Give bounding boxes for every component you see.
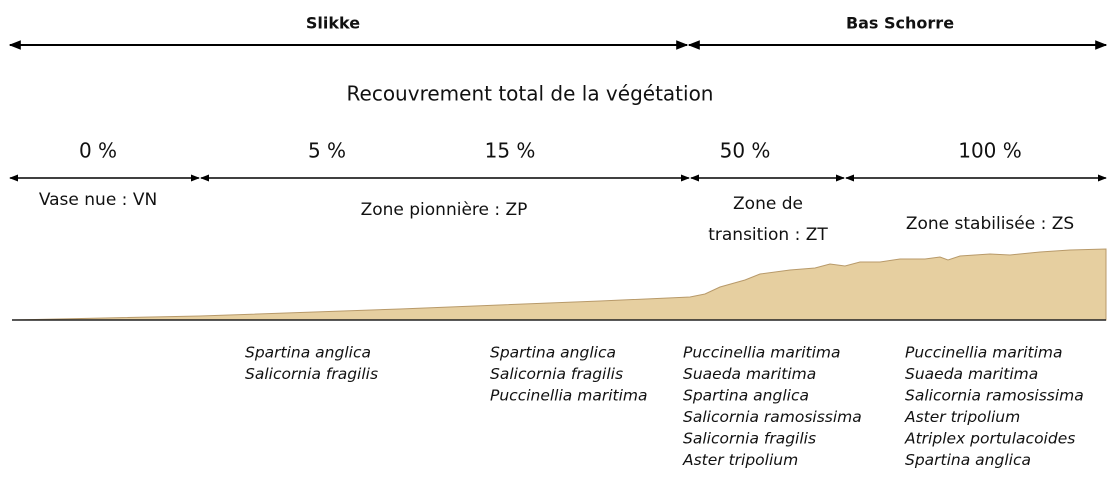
species-name: Salicornia ramosissima (905, 387, 1084, 405)
title: Recouvrement total de la végétation (347, 82, 714, 106)
species-name: Salicornia ramosissima (683, 408, 862, 426)
coverage-label: 100 % (958, 139, 1022, 163)
coverage-label: 15 % (485, 139, 536, 163)
zone-label: Zone stabilisée : ZS (906, 214, 1074, 234)
species-name: Puccinellia maritima (905, 344, 1062, 362)
species-name: Puccinellia maritima (683, 344, 840, 362)
species-name: Aster tripolium (904, 408, 1020, 426)
zone-label: Zone de (733, 194, 803, 214)
species-name: Salicornia fragilis (683, 430, 816, 448)
species-name: Aster tripolium (682, 451, 798, 469)
terrain-profile (11, 248, 1107, 321)
coverage-label: 50 % (720, 139, 771, 163)
species-name: Spartina anglica (490, 344, 616, 362)
species-name: Puccinellia maritima (490, 387, 647, 405)
species-name: Suaeda maritima (905, 365, 1038, 383)
species-name: Suaeda maritima (683, 365, 816, 383)
species-name: Atriplex portulacoides (904, 430, 1075, 448)
species-name: Spartina anglica (905, 451, 1031, 469)
zone-label: Zone pionnière : ZP (361, 200, 528, 220)
zone-label: Vase nue : VN (39, 190, 157, 210)
coverage-label: 0 % (79, 139, 117, 163)
coverage-label: 5 % (308, 139, 346, 163)
species-name: Salicornia fragilis (490, 365, 623, 383)
species-name: Spartina anglica (245, 344, 371, 362)
zone-label: transition : ZT (708, 225, 828, 245)
bas-schorre-label: Bas Schorre (846, 14, 954, 33)
slikke-label: Slikke (306, 14, 360, 33)
species-name: Spartina anglica (683, 387, 809, 405)
species-name: Salicornia fragilis (245, 365, 378, 383)
